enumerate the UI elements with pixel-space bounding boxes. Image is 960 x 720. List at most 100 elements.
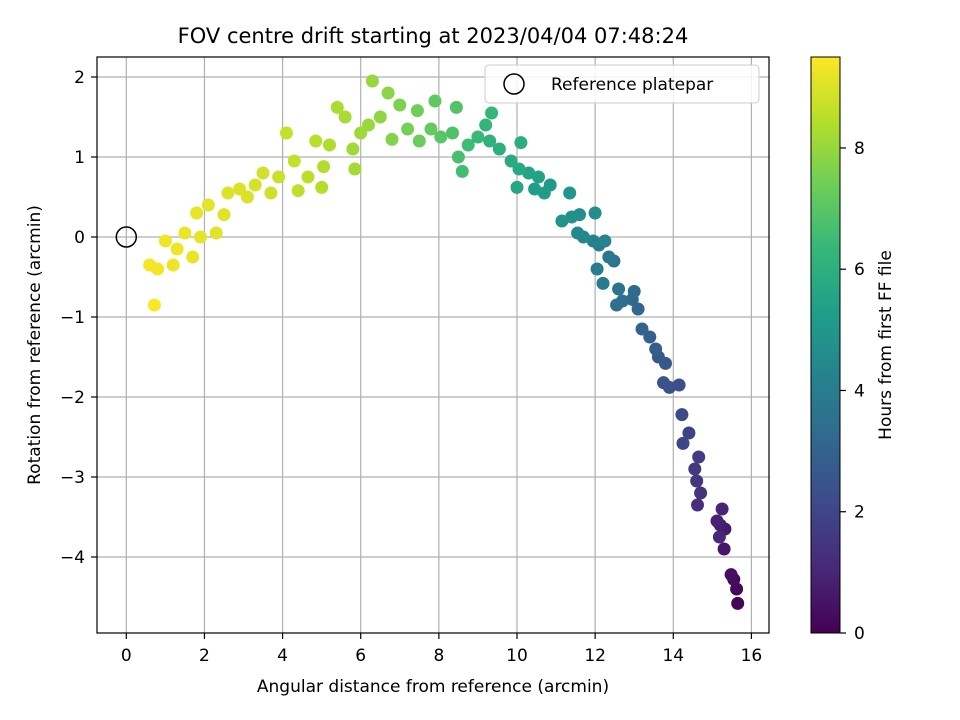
x-tick-label: 12	[584, 646, 606, 666]
data-point	[272, 170, 286, 184]
data-point	[449, 100, 463, 114]
y-tick-label: 1	[74, 148, 85, 168]
colorbar-tick-label: 4	[854, 381, 865, 401]
y-tick-label: −1	[60, 308, 85, 328]
x-tick-label: 10	[506, 646, 528, 666]
data-point	[483, 134, 497, 148]
data-point	[248, 178, 262, 192]
data-point	[428, 94, 442, 108]
colorbar-label: Hours from first FF file	[876, 250, 896, 440]
data-point	[675, 408, 689, 422]
data-point	[532, 170, 545, 184]
data-point	[590, 262, 604, 276]
data-point	[485, 106, 499, 120]
data-point	[690, 474, 704, 488]
data-point	[412, 134, 426, 148]
data-point	[264, 186, 278, 200]
colorbar-tick-label: 2	[854, 503, 865, 523]
data-point	[143, 258, 157, 272]
data-point	[401, 122, 415, 136]
data-point	[731, 596, 745, 610]
colorbar-tick-label: 0	[854, 624, 865, 644]
data-point	[586, 234, 600, 248]
data-point	[317, 160, 331, 174]
x-tick-label: 8	[433, 646, 444, 666]
y-tick-label: 0	[74, 228, 85, 248]
data-point	[682, 426, 696, 440]
data-point	[158, 234, 172, 248]
data-point	[455, 164, 469, 178]
data-point	[612, 282, 626, 296]
data-point	[178, 226, 192, 240]
plot-frame	[96, 56, 770, 634]
data-point	[691, 498, 704, 512]
reference-marker-layer	[115, 226, 138, 248]
data-point	[186, 250, 200, 264]
y-tick-label: −3	[60, 468, 85, 488]
data-point	[348, 162, 362, 176]
data-point	[315, 180, 329, 194]
data-point	[588, 206, 602, 220]
data-point	[434, 130, 448, 144]
legend: Reference platepar	[484, 64, 760, 104]
legend-entry-label: Reference platepar	[551, 75, 713, 95]
data-point	[712, 530, 726, 544]
data-point	[724, 568, 738, 582]
data-point	[424, 122, 438, 136]
data-point	[346, 142, 360, 156]
data-point	[563, 186, 577, 200]
data-point	[694, 486, 708, 500]
data-point	[287, 154, 301, 168]
data-point	[338, 110, 352, 124]
legend-marker-icon	[503, 73, 525, 95]
data-point	[635, 322, 649, 336]
data-point	[512, 162, 526, 176]
data-point	[280, 126, 293, 140]
y-tick-label: 2	[74, 68, 85, 88]
colorbar-gradient	[810, 56, 841, 634]
data-point	[688, 462, 702, 476]
data-point	[393, 98, 407, 112]
data-point	[565, 210, 579, 224]
data-point	[479, 118, 493, 132]
x-axis-label: Angular distance from reference (arcmin)	[257, 677, 609, 697]
data-point	[596, 276, 610, 290]
data-point	[672, 378, 686, 392]
x-tick-label: 4	[277, 646, 288, 666]
data-point	[354, 126, 368, 140]
data-point	[649, 342, 663, 356]
data-point	[504, 154, 518, 168]
data-point	[610, 298, 624, 312]
data-point	[194, 230, 207, 244]
data-point	[301, 170, 315, 184]
data-point	[381, 86, 395, 100]
data-point	[657, 376, 670, 390]
data-point	[510, 180, 524, 194]
data-point	[201, 198, 215, 212]
y-axis-ticks: 2 1 0 −1 −2 −3 −4	[60, 68, 97, 568]
data-point	[571, 226, 585, 240]
data-point	[233, 182, 247, 196]
data-point	[528, 182, 542, 196]
x-axis-ticks: 0 2 4 6 8 10 12 14 16	[121, 633, 762, 666]
data-points	[143, 74, 745, 610]
data-point	[627, 284, 641, 298]
data-point	[291, 184, 305, 198]
data-point	[221, 186, 235, 200]
data-point	[602, 250, 616, 264]
data-point	[461, 138, 475, 152]
reference-platepar-marker	[115, 226, 138, 248]
data-point	[256, 166, 270, 180]
data-point	[330, 100, 344, 114]
data-point	[209, 226, 223, 240]
data-point	[385, 132, 399, 146]
x-tick-label: 16	[741, 646, 763, 666]
legend-box	[484, 64, 760, 104]
data-point	[643, 330, 657, 344]
data-point	[170, 242, 184, 256]
data-point	[492, 142, 506, 156]
x-tick-label: 6	[355, 646, 366, 666]
data-point	[365, 74, 379, 88]
data-point	[717, 542, 731, 556]
